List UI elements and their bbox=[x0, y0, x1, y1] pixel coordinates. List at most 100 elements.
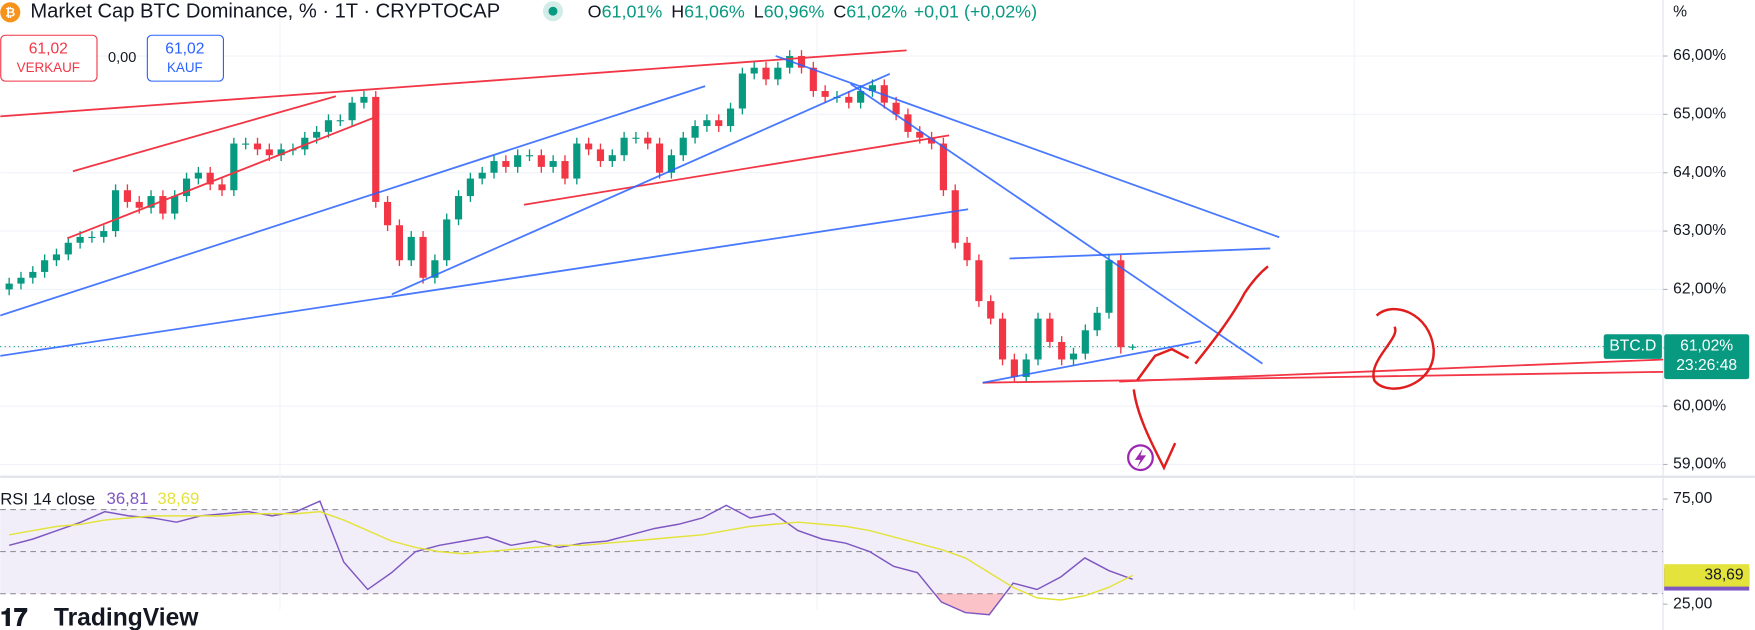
candle-body bbox=[502, 161, 510, 167]
candle-body bbox=[525, 155, 534, 157]
candle-body bbox=[123, 190, 131, 202]
candle-body bbox=[656, 143, 664, 173]
candle-body bbox=[194, 172, 202, 179]
scribble bbox=[1136, 347, 1190, 382]
sell-price: 61,02 bbox=[29, 40, 68, 57]
candle-body bbox=[384, 201, 392, 226]
chart-title: Market Cap BTC Dominance, % · 1T · CRYPT… bbox=[30, 1, 500, 23]
candle-body bbox=[726, 108, 735, 127]
candle-body bbox=[490, 161, 498, 173]
countdown: 23:26:48 bbox=[1676, 357, 1737, 374]
ohlc-value: 60,96% bbox=[764, 1, 825, 21]
y-tick-label: 66,00% bbox=[1673, 47, 1726, 64]
candle-body bbox=[1058, 341, 1066, 360]
candle-body bbox=[313, 131, 321, 138]
candle-body bbox=[857, 91, 865, 103]
coin-icon bbox=[0, 2, 21, 23]
candle-body bbox=[443, 219, 451, 261]
ohlc-value: 61,01% bbox=[602, 1, 663, 21]
price-tag-label: 61,02% bbox=[1680, 338, 1733, 355]
candle-body bbox=[301, 137, 309, 150]
candle-body bbox=[596, 149, 605, 162]
symbol-tag bbox=[1603, 334, 1662, 359]
trend-line bbox=[72, 95, 337, 173]
candle-body bbox=[1081, 330, 1089, 354]
candle-body bbox=[845, 96, 853, 103]
drawings bbox=[0, 49, 1664, 471]
candle-body bbox=[715, 120, 723, 127]
candle-body bbox=[230, 143, 238, 191]
scribble bbox=[1372, 307, 1435, 390]
unit-label: % bbox=[1673, 3, 1687, 20]
candle-body bbox=[514, 155, 522, 167]
ohlc-key: L bbox=[754, 1, 764, 21]
ohlc-key: C bbox=[833, 1, 846, 21]
candle-body bbox=[691, 126, 699, 138]
y-tick-label: 25,00 bbox=[1673, 595, 1712, 612]
candle-body bbox=[608, 155, 616, 162]
trend-line bbox=[1009, 247, 1271, 260]
candle-body bbox=[182, 178, 191, 197]
ohlc-key: H bbox=[671, 1, 684, 21]
candle-body bbox=[1105, 260, 1113, 313]
candle-body bbox=[679, 137, 687, 156]
candle-body bbox=[868, 85, 877, 92]
ohlc-legend: O61,01% H61,06% L60,96% C61,02% +0,01 (+0,02… bbox=[588, 1, 1037, 21]
buy-button[interactable] bbox=[146, 34, 225, 82]
candle-body bbox=[218, 184, 226, 191]
candle-body bbox=[407, 236, 415, 261]
candle-body bbox=[253, 143, 262, 150]
buy-price: 61,02 bbox=[165, 40, 204, 57]
price-tag bbox=[1664, 334, 1750, 380]
candle-body bbox=[372, 96, 380, 202]
candle-body bbox=[206, 172, 214, 185]
candle-body bbox=[632, 137, 640, 139]
candle-body bbox=[620, 137, 628, 156]
candle-body bbox=[667, 155, 675, 173]
candle-body bbox=[112, 190, 120, 232]
y-tick-label: 75,00 bbox=[1673, 490, 1712, 507]
candle-body bbox=[537, 155, 545, 167]
candle-body bbox=[159, 196, 167, 214]
trend-line bbox=[982, 340, 1202, 384]
candle-body bbox=[939, 143, 947, 191]
candle-body bbox=[1022, 359, 1030, 377]
candle-body bbox=[928, 137, 936, 144]
candle-body bbox=[242, 143, 250, 145]
candle-body bbox=[478, 172, 486, 179]
candle-body bbox=[998, 318, 1007, 360]
candle-body bbox=[324, 120, 333, 132]
status-dot bbox=[548, 6, 558, 16]
oversold-fill bbox=[934, 593, 1006, 615]
legend-value: 36,81 bbox=[107, 490, 149, 509]
candle-body bbox=[5, 283, 13, 290]
candle-body bbox=[147, 196, 155, 208]
sell-button[interactable] bbox=[0, 34, 98, 82]
ohlc-key: O bbox=[588, 1, 602, 21]
trend-line bbox=[0, 49, 907, 118]
trend-line bbox=[0, 208, 969, 357]
y-tick-label: 64,00% bbox=[1673, 164, 1726, 181]
candle-body bbox=[1034, 318, 1042, 360]
scribble bbox=[1194, 265, 1269, 365]
candle-body bbox=[951, 190, 959, 243]
symbol-label: BTC.D bbox=[1609, 338, 1656, 355]
trend-line bbox=[523, 134, 950, 206]
candle-body bbox=[431, 260, 439, 278]
rsi-title: RSI 14 close bbox=[0, 490, 95, 509]
candle-body bbox=[797, 56, 806, 68]
candle-body bbox=[774, 67, 782, 80]
candle-body bbox=[41, 260, 49, 272]
candle-body bbox=[466, 178, 474, 197]
y-tick-label: 59,00% bbox=[1673, 456, 1726, 473]
y-tick-label: 65,00% bbox=[1673, 106, 1726, 123]
trend-line bbox=[850, 83, 1263, 365]
y-tick-label: 60,00% bbox=[1673, 397, 1726, 414]
candle-body bbox=[549, 161, 557, 167]
candle-body bbox=[1129, 346, 1137, 348]
candle-body bbox=[277, 149, 285, 156]
spread: 0,00 bbox=[108, 50, 136, 66]
trend-line bbox=[0, 85, 706, 317]
candle-body bbox=[348, 102, 356, 121]
